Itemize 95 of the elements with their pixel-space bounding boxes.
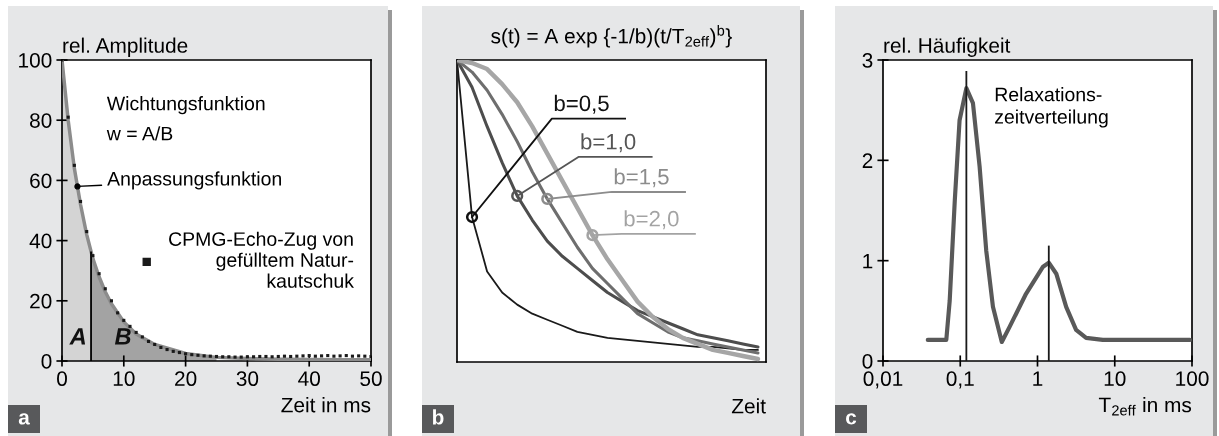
point <box>295 354 299 358</box>
y-tick-label: 3 <box>862 53 873 68</box>
point <box>270 355 274 359</box>
y-tick-label: 20 <box>30 293 52 309</box>
y-tick-label: 1 <box>863 253 873 269</box>
legend-label: CPMG-Echo-Zug von gefülltem Natur- kautschuk <box>169 231 354 288</box>
point <box>344 354 348 358</box>
text: b=0,5 <box>554 94 609 114</box>
line-series <box>62 60 371 361</box>
annotation: A <box>69 328 86 345</box>
series-label: b=2,0 <box>624 210 679 230</box>
text: a <box>18 413 30 425</box>
point <box>128 324 132 328</box>
annotation: Relaxations- zeitverteilung <box>995 87 1108 128</box>
point <box>233 355 237 359</box>
point <box>332 354 336 358</box>
annotation: w = A/B <box>106 126 173 141</box>
x-tick-label: 1 <box>1033 371 1043 386</box>
x-axis-title: Zeit in ms <box>281 397 371 413</box>
point <box>97 272 101 276</box>
point <box>91 254 95 258</box>
point <box>221 355 225 359</box>
annotation: Wichtungsfunktion <box>106 96 265 115</box>
x-tick-label: 30 <box>236 371 259 387</box>
y-axis-title: rel. Amplitude <box>63 37 188 57</box>
point <box>146 339 151 343</box>
point <box>208 354 212 358</box>
point <box>326 354 330 358</box>
point <box>190 353 194 357</box>
annotation: B <box>114 328 131 345</box>
point <box>116 311 120 315</box>
point <box>184 352 188 356</box>
x-tick-label: 0,01 <box>863 371 903 389</box>
point <box>264 354 268 359</box>
y-axis-title: rel. Häufigkeit <box>884 37 1011 57</box>
point <box>289 354 293 359</box>
point <box>307 354 311 358</box>
point <box>276 354 280 359</box>
x-tick-label: 10 <box>113 371 135 387</box>
point <box>363 354 367 358</box>
point <box>350 354 355 358</box>
x-tick-label: 0 <box>57 371 67 387</box>
point <box>214 354 219 359</box>
point <box>78 199 83 204</box>
y-tick-label: 80 <box>30 113 52 128</box>
y-tick-label: 100 <box>19 53 52 68</box>
x-axis-title: T$_{2eff}$ in ms <box>1098 397 1192 416</box>
point <box>511 189 524 203</box>
y-tick-label: 0 <box>41 354 52 369</box>
point <box>134 330 138 334</box>
point <box>202 354 206 358</box>
point <box>103 287 107 291</box>
y-tick-label: 0 <box>862 354 873 369</box>
x-axis-title: Zeit <box>731 398 766 414</box>
x-tick-label: 100 <box>1176 371 1209 387</box>
y-tick-label: 40 <box>29 233 52 249</box>
point <box>541 192 554 206</box>
point <box>245 355 249 359</box>
x-tick-label: 20 <box>175 371 197 387</box>
text: b <box>433 409 444 425</box>
x-tick-label: 50 <box>360 371 382 387</box>
x-tick-label: 10 <box>1104 371 1126 387</box>
point <box>159 345 163 350</box>
point <box>72 163 76 167</box>
point <box>313 354 317 358</box>
point <box>109 299 113 303</box>
annotation: Anpassungsfunktion <box>107 171 281 190</box>
x-tick-label: 0,1 <box>946 371 974 389</box>
point <box>171 349 175 353</box>
point <box>227 355 231 359</box>
point <box>196 353 200 357</box>
point <box>586 229 599 242</box>
x-tick-label: 40 <box>298 371 320 387</box>
point <box>122 318 126 322</box>
text: b=1,0 <box>581 133 636 153</box>
y-tick-label: 60 <box>30 173 52 189</box>
point <box>357 354 361 358</box>
point <box>153 342 157 346</box>
point <box>301 354 305 358</box>
chart-title: s(t) = A exp {-1/b)(t/T$_{2eff}$)$^{b}$} <box>491 25 732 48</box>
point <box>465 210 479 224</box>
point <box>239 355 243 359</box>
point <box>338 354 342 358</box>
point <box>177 351 181 355</box>
y-tick-label: 2 <box>862 153 873 168</box>
point <box>282 354 287 358</box>
point <box>320 354 324 358</box>
point <box>66 115 70 119</box>
point <box>85 230 89 234</box>
text: b=1,5 <box>614 168 669 188</box>
point <box>252 355 256 359</box>
point <box>165 348 169 352</box>
point <box>140 335 144 339</box>
text: c <box>846 413 857 425</box>
point <box>258 354 262 359</box>
